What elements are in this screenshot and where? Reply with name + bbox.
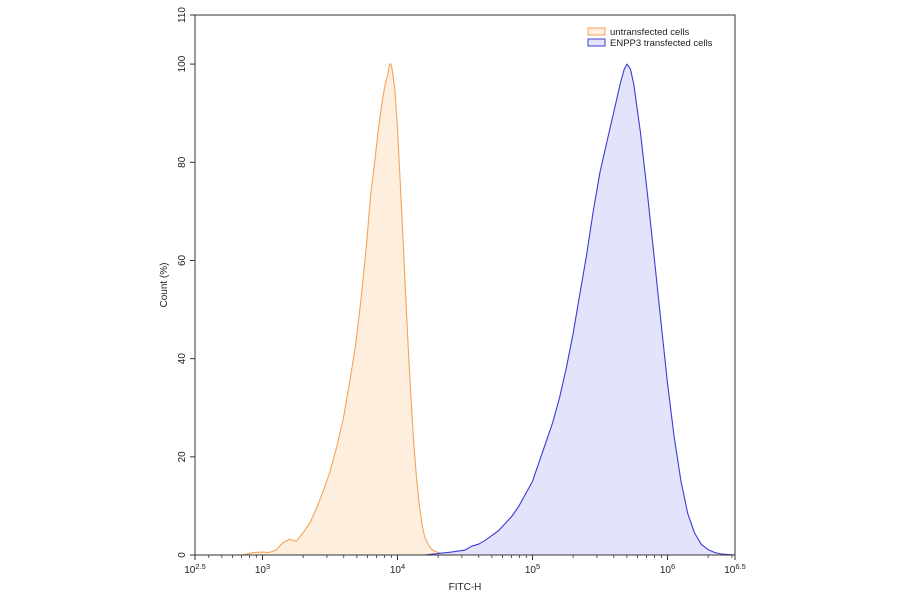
series-1-area — [242, 64, 452, 555]
x-tick-label: 102.5 — [184, 562, 206, 576]
y-tick-label: 60 — [177, 254, 188, 266]
legend-label: untransfected cells — [610, 27, 689, 38]
y-tick-label: 110 — [177, 7, 188, 23]
x-tick-label: 103 — [255, 562, 270, 576]
legend-swatch — [587, 38, 606, 47]
y-axis-title: Count (%) — [159, 262, 170, 307]
legend-label: ENPP3 transfected cells — [610, 38, 713, 49]
y-tick-label: 100 — [177, 55, 188, 72]
x-axis: 102.5 103 104 105 106 106.5 — [184, 554, 746, 576]
y-tick-label: 40 — [177, 353, 188, 365]
legend-swatch — [587, 27, 606, 36]
x-axis-title: FITC-H — [449, 582, 482, 593]
series-2-area — [424, 64, 735, 555]
x-tick-label: 105 — [525, 562, 540, 576]
x-tick-label: 104 — [390, 562, 405, 576]
series-1-line — [242, 63, 452, 556]
y-tick-label: 0 — [177, 552, 188, 558]
series-2-line — [424, 63, 736, 556]
x-tick-label: 106 — [660, 562, 675, 576]
y-tick-label: 20 — [177, 451, 188, 463]
y-axis: 0 20 40 60 80 100 110 — [177, 7, 195, 558]
x-tick-label: 106.5 — [724, 562, 746, 576]
series-layer — [242, 63, 736, 556]
y-tick-label: 80 — [177, 156, 188, 168]
